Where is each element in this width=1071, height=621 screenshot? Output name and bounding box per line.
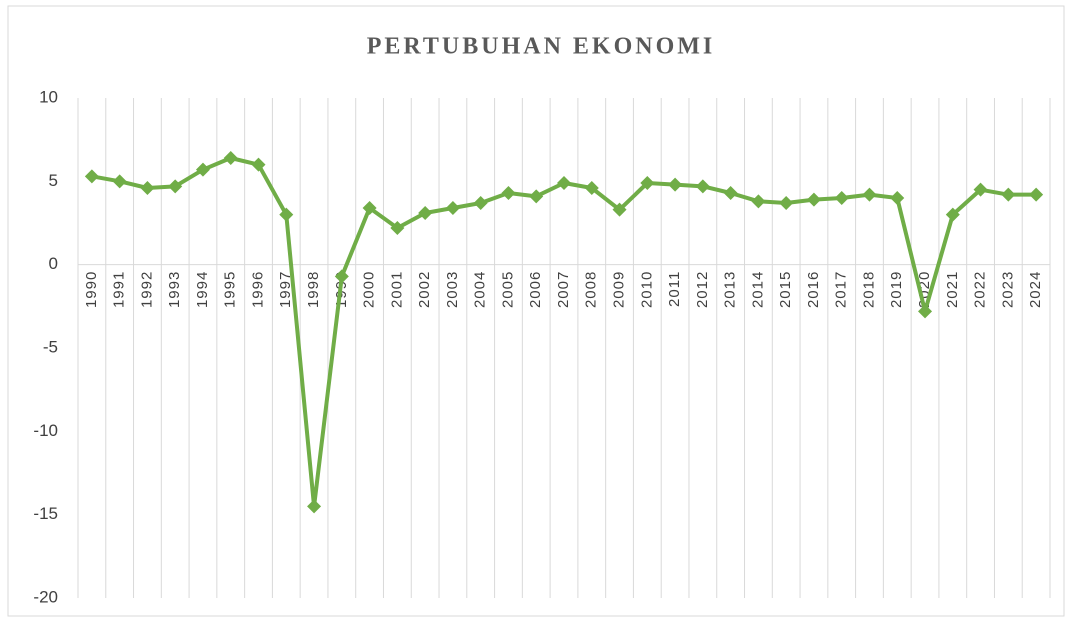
marker — [584, 181, 599, 195]
marker — [1001, 187, 1016, 202]
marker — [806, 192, 821, 207]
x-tick-label: 2006 — [527, 271, 544, 308]
marker — [251, 157, 266, 172]
marker — [501, 186, 516, 200]
marker — [223, 151, 238, 165]
x-tick-label: 2001 — [388, 271, 405, 308]
x-tick-label: 1994 — [194, 271, 211, 308]
x-tick-label: 2003 — [444, 271, 461, 308]
marker — [334, 269, 349, 284]
x-tick-label: 2024 — [1027, 271, 1044, 308]
marker — [279, 207, 294, 222]
marker — [890, 191, 905, 205]
marker — [140, 181, 155, 195]
marker — [445, 201, 460, 215]
marker — [557, 176, 571, 190]
marker — [779, 196, 794, 210]
x-tick-label: 2008 — [583, 271, 600, 308]
x-tick-label: 1998 — [305, 271, 322, 308]
y-tick-label: -20 — [33, 587, 58, 606]
y-tick-label: 5 — [49, 171, 58, 190]
x-tick-label: 1991 — [111, 271, 128, 308]
x-tick-label: 2007 — [555, 271, 572, 308]
x-tick-label: 1997 — [277, 271, 294, 308]
x-tick-label: 2004 — [472, 271, 489, 308]
marker — [945, 207, 960, 222]
x-tick-label: 2014 — [749, 271, 766, 308]
marker — [862, 187, 877, 202]
y-tick-label: 10 — [39, 87, 58, 106]
marker — [418, 206, 433, 220]
x-tick-label: 2015 — [777, 271, 794, 308]
y-tick-label: 0 — [49, 254, 58, 273]
x-tick-label: 1992 — [138, 271, 155, 308]
marker — [473, 196, 488, 210]
marker — [834, 191, 849, 205]
marker — [695, 179, 710, 194]
x-tick-label: 2009 — [611, 271, 628, 308]
x-tick-label: 2016 — [805, 271, 822, 308]
x-tick-label: 2010 — [638, 271, 655, 308]
marker — [195, 162, 210, 177]
marker — [307, 499, 322, 514]
x-tick-label: 2022 — [972, 271, 989, 308]
chart-title: PERTUBUHAN EKONOMI — [367, 34, 716, 60]
x-tick-label: 2018 — [860, 271, 877, 308]
marker — [918, 304, 933, 319]
marker — [84, 169, 99, 184]
y-tick-label: -10 — [33, 421, 58, 440]
marker — [668, 177, 683, 192]
marker — [640, 176, 655, 190]
x-tick-label: 2005 — [499, 271, 516, 308]
x-tick-label: 2019 — [888, 271, 905, 308]
marker — [973, 182, 988, 197]
x-tick-label: 2000 — [361, 271, 378, 308]
y-tick-label: -15 — [33, 504, 58, 523]
x-tick-label: 1993 — [166, 271, 183, 308]
marker — [1029, 187, 1044, 202]
marker — [362, 201, 377, 215]
marker — [112, 174, 127, 189]
x-tick-label: 2011 — [666, 271, 683, 307]
marker — [723, 186, 738, 200]
x-tick-label: 2023 — [999, 271, 1016, 308]
x-tick-label: 1990 — [83, 271, 100, 308]
marker — [390, 221, 405, 235]
marker — [168, 179, 183, 194]
marker — [529, 189, 544, 204]
y-tick-label: -5 — [43, 337, 58, 356]
x-tick-label: 2002 — [416, 271, 433, 308]
x-tick-label: 2021 — [944, 271, 961, 308]
x-tick-label: 1996 — [249, 271, 266, 308]
marker — [751, 194, 766, 209]
x-tick-label: 2017 — [833, 271, 850, 308]
chart-border — [7, 5, 1065, 617]
marker — [612, 202, 627, 217]
x-tick-label: 2013 — [722, 271, 739, 308]
x-tick-label: 1995 — [222, 271, 239, 308]
x-tick-label: 2012 — [694, 271, 711, 308]
